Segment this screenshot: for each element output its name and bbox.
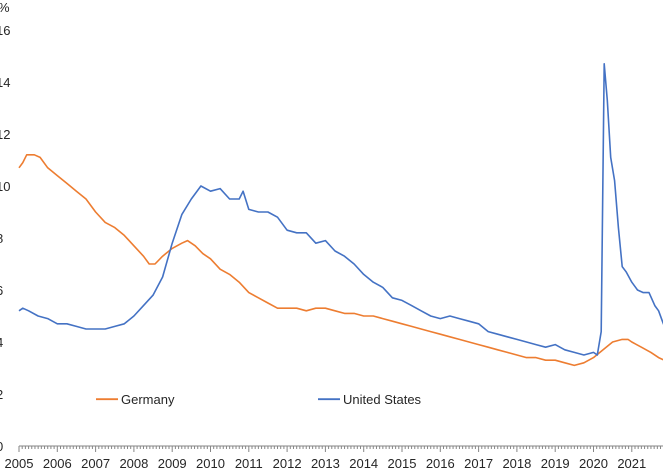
y-tick-label: 6 — [0, 283, 3, 298]
y-axis-unit-label: % — [0, 0, 10, 15]
y-tick-label: 4 — [0, 335, 3, 350]
y-axis: 0 2 4 6 8 10 12 14 16 — [0, 23, 10, 454]
x-tick-label: 2009 — [158, 456, 187, 470]
x-tick-label: 2016 — [426, 456, 455, 470]
y-tick-label: 2 — [0, 387, 3, 402]
x-tick-label: 2012 — [273, 456, 302, 470]
y-tick-label: 16 — [0, 23, 10, 38]
y-tick-label: 12 — [0, 127, 10, 142]
x-tick-label: 2018 — [502, 456, 531, 470]
series-line-germany — [18, 154, 663, 367]
x-tick-label: 2017 — [464, 456, 493, 470]
x-tick-label: 2010 — [196, 456, 225, 470]
x-tick-label: 2007 — [81, 456, 110, 470]
x-tick-label: 2011 — [235, 456, 263, 470]
x-tick-label: 2021 — [617, 456, 646, 470]
x-tick-label: 2019 — [541, 456, 570, 470]
y-tick-label: 8 — [0, 231, 3, 246]
x-axis: 2005 2006 2007 2008 2009 2010 2011 2012 2013 2014… — [5, 446, 662, 470]
x-tick-label: 2005 — [5, 456, 34, 470]
x-tick-label: 2014 — [349, 456, 378, 470]
x-tick-label: 2013 — [311, 456, 340, 470]
y-tick-label: 0 — [0, 439, 3, 454]
x-tick-label: 2008 — [119, 456, 148, 470]
x-tick-label: 2015 — [388, 456, 417, 470]
x-tick-label: 2006 — [43, 456, 72, 470]
legend: Germany United States — [96, 392, 422, 407]
y-tick-label: 10 — [0, 179, 10, 194]
y-tick-label: 14 — [0, 75, 10, 90]
legend-label: United States — [343, 392, 422, 407]
series-lines — [18, 63, 663, 367]
legend-label: Germany — [121, 392, 175, 407]
series-line-united-states — [18, 63, 663, 356]
x-tick-label: 2020 — [579, 456, 608, 470]
